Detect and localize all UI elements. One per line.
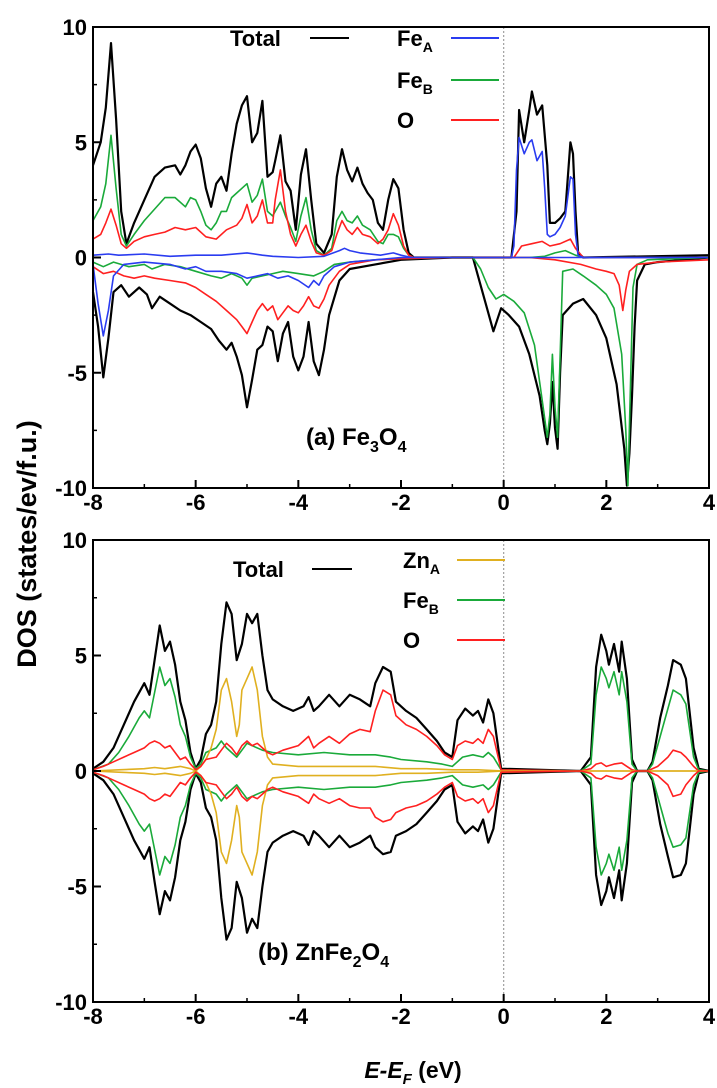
x-tick-label: 0 [498,1004,510,1029]
x-tick-label: -2 [391,1004,411,1029]
series-total-spin-up [91,42,710,259]
x-tick-label: -4 [289,1004,309,1029]
series-O-spin-down [92,770,709,823]
series-ZnA-spin-up [92,666,709,772]
series-total-spin-down [91,256,710,487]
x-tick-label: -8 [83,1004,103,1029]
x-tick-label: 2 [600,1004,612,1029]
legend-label-total: Total [233,557,284,582]
y-tick-label: 5 [75,644,87,669]
legend-label-total: Total [230,26,281,51]
legend-label-O: O [397,108,414,133]
legend-label-O: O [403,628,420,653]
y-axis-label: DOS (states/ev/f.u.) [12,420,42,668]
legend-label-FeB: FeB [403,588,439,617]
y-tick-label: -10 [55,990,87,1015]
series-FeB-spin-up [92,666,710,772]
panel-label: (a) Fe3O4 [306,424,407,456]
legend-label-FeA: FeA [397,26,433,55]
legend-label-ZnA: ZnA [403,548,440,577]
y-tick-label: 10 [63,528,87,553]
x-tick-label: -8 [83,490,103,515]
series-ZnA-spin-down [92,770,709,876]
panel-label: (b) ZnFe2O4 [258,939,389,971]
x-axis-label-e: E [364,1057,380,1083]
x-tick-label: -2 [391,490,411,515]
x-axis-label: E-EF (eV) [364,1057,461,1088]
series-FeB-spin-up [92,134,709,259]
x-tick-label: 2 [600,490,612,515]
y-tick-label: -10 [55,476,87,501]
y-tick-label: 0 [75,759,87,784]
y-tick-label: -5 [67,875,87,900]
panel-b-znfe2o4: -8 -6 -4 -2 0 2 4 -10 -5 0 5 10 Total ZnA FeB O (b) ZnFe… [55,528,716,1029]
x-tick-label: -6 [186,490,206,515]
x-axis-label-ef-sub: F [403,1071,413,1088]
x-tick-label: 0 [498,490,510,515]
series-O-spin-up [92,689,709,772]
series-O-spin-down [92,256,710,335]
series-total-spin-up [92,601,710,773]
legend-label-FeB: FeB [397,68,433,97]
x-tick-label: 4 [703,1004,716,1029]
series-FeA-spin-down [92,256,709,337]
series-FeB-spin-down [92,770,710,876]
x-tick-label: 4 [703,490,716,515]
panel-a-fe3o4: -8 -6 -4 -2 0 2 4 -10 -5 0 5 10 Total FeA FeB O (a) Fe3O… [55,15,716,515]
y-tick-label: 0 [75,246,87,271]
x-axis-label-unit: (eV) [412,1057,462,1083]
y-tick-label: 10 [63,15,87,40]
y-tick-label: -5 [67,361,87,386]
series-total-spin-down [92,769,710,941]
series-FeA-spin-up [92,136,709,259]
x-axis-label-ef: E [387,1057,403,1083]
y-tick-label: 5 [75,130,87,155]
series-FeB-spin-down [92,256,710,487]
x-tick-label: -4 [289,490,309,515]
x-tick-label: -6 [186,1004,206,1029]
x-axis-label-dash: - [380,1057,388,1083]
